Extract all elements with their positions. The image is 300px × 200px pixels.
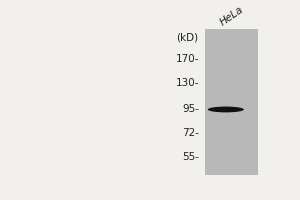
Bar <box>205 29 258 175</box>
Text: (kD): (kD) <box>176 32 198 42</box>
Ellipse shape <box>208 107 244 112</box>
Text: 170-: 170- <box>176 54 199 64</box>
Text: 55-: 55- <box>182 152 199 162</box>
Text: 130-: 130- <box>176 78 199 88</box>
Text: 95-: 95- <box>182 104 199 114</box>
Text: HeLa: HeLa <box>218 5 245 28</box>
Text: 72-: 72- <box>182 128 199 138</box>
